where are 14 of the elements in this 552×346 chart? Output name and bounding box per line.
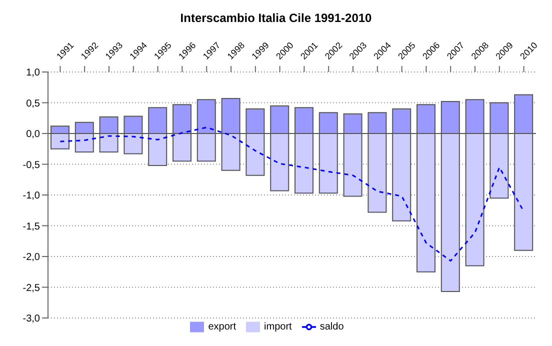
y-tick-label: -2,5 [22,282,40,294]
y-tick-label: -1,0 [22,190,40,202]
chart-title: Interscambio Italia Cile 1991-2010 [179,10,373,27]
y-tick-label: -0,5 [22,160,40,171]
y-tick-label: 0,5 [26,98,40,110]
legend-label: saldo [320,322,344,333]
legend-label: export [208,322,236,333]
line-series [59,126,525,262]
y-tick-label: -3,0 [22,314,40,325]
y-tick-label: 0,0 [26,129,40,140]
y-tick-label: -1,5 [22,221,40,232]
y-tick-label: -2,0 [22,252,40,264]
y-tick-label: 1,0 [26,68,40,79]
legend-label: import [264,322,292,333]
